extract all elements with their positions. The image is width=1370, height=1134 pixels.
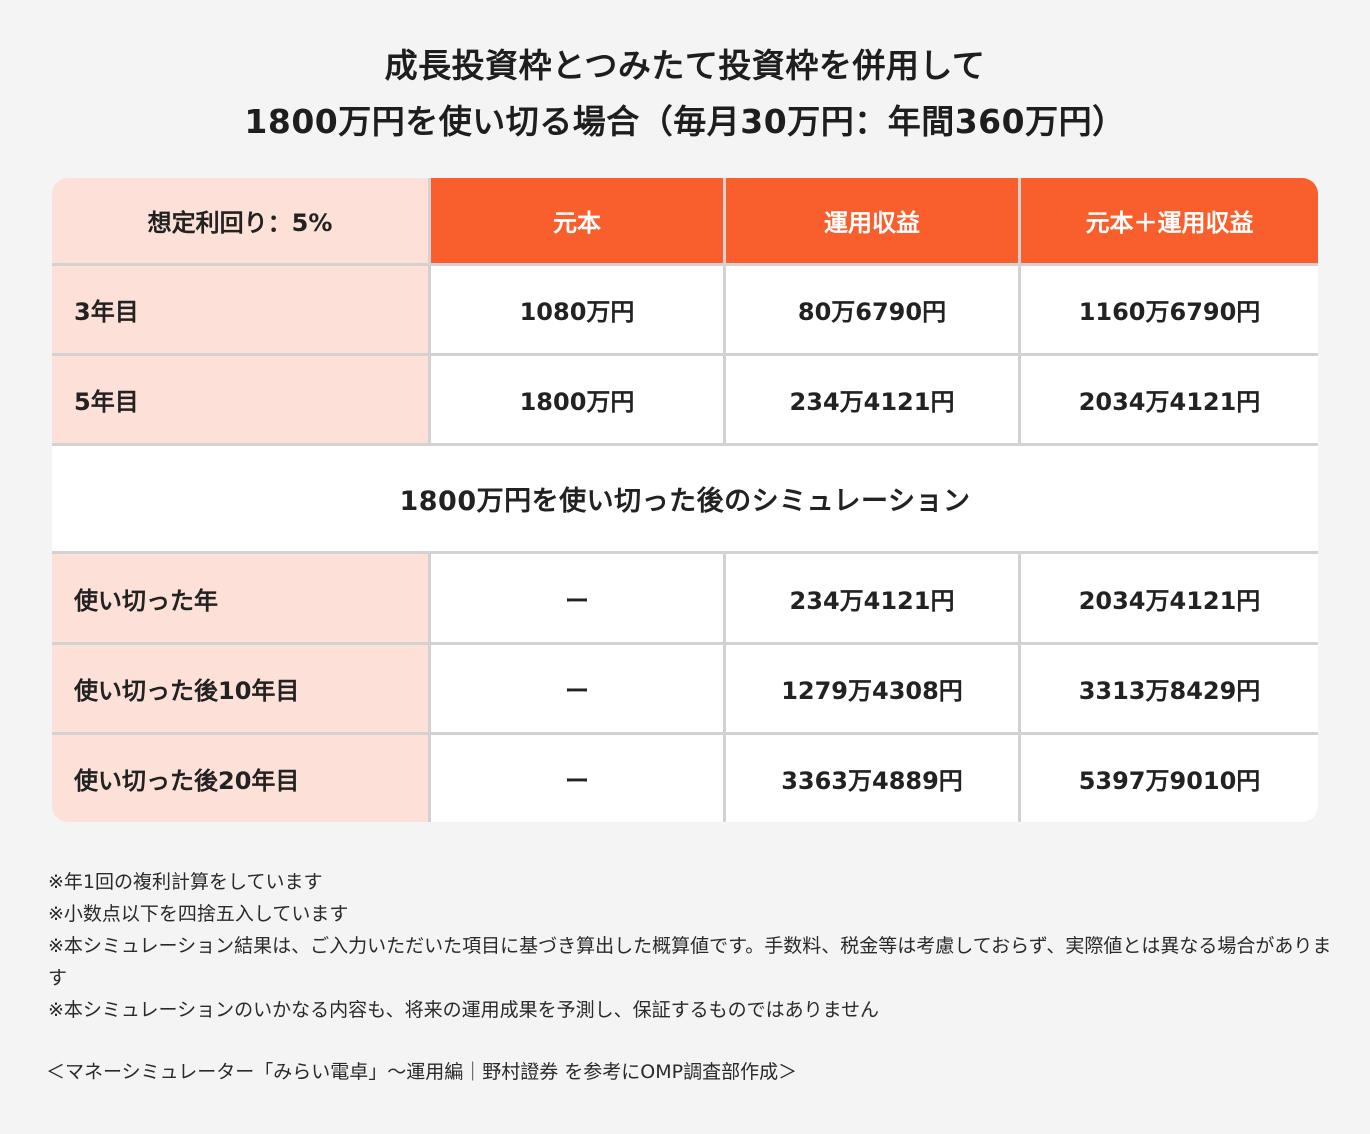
principal-value: ー (431, 554, 726, 642)
returns-value: 3363万4889円 (726, 735, 1021, 822)
row-label: 使い切った年 (52, 554, 431, 642)
divider (52, 353, 1318, 356)
footnote: ※本シミュレーションのいかなる内容も、将来の運用成果を予測し、保証するものではあ… (48, 999, 880, 1021)
divider (52, 551, 1318, 554)
table-row: 使い切った後10年目 ー 1279万4308円 3313万8429円 (52, 645, 1318, 732)
table-row: 5年目 1800万円 234万4121円 2034万4121円 (52, 356, 1318, 443)
returns-value: 234万4121円 (726, 554, 1021, 642)
header-assumed-yield: 想定利回り：5% (52, 178, 431, 263)
table-row: 使い切った年 ー 234万4121円 2034万4121円 (52, 554, 1318, 642)
principal-value: 1800万円 (431, 356, 726, 443)
title-line-1: 成長投資枠とつみたて投資枠を併用して (384, 46, 986, 85)
header-principal: 元本 (431, 178, 726, 263)
footnote: ※小数点以下を四捨五入しています (48, 903, 349, 925)
total-value: 2034万4121円 (1078, 388, 1261, 416)
title-line-2: 1800万円を使い切る場合（毎月30万円：年間360万円） (244, 102, 1126, 141)
principal-value: ー (431, 735, 726, 822)
footnotes: ※年1回の複利計算をしています ※小数点以下を四捨五入しています ※本シミュレー… (48, 866, 1338, 1026)
footnote: ※本シミュレーション結果は、ご入力いただいた項目に基づき算出した概算値です。手数… (48, 935, 1332, 989)
total-value: 2034万4121円 (1078, 586, 1261, 615)
page-title: 成長投資枠とつみたて投資枠を併用して 1800万円を使い切る場合（毎月30万円：… (0, 38, 1370, 150)
total-value: 3313万8429円 (1078, 677, 1261, 705)
returns-value: 1279万4308円 (726, 645, 1021, 732)
total-value: 1160万6790円 (1078, 298, 1261, 326)
row-label: 3年目 (52, 266, 431, 353)
total-value: 5397万9010円 (1078, 767, 1261, 795)
returns-value: 234万4121円 (726, 356, 1021, 443)
principal-value: ー (431, 645, 726, 732)
header-total: 元本＋運用収益 (1021, 178, 1318, 263)
row-label: 5年目 (52, 356, 431, 443)
header-returns: 運用収益 (726, 178, 1021, 263)
row-label: 使い切った後10年目 (52, 645, 431, 732)
divider (52, 642, 1318, 645)
table-row: 3年目 1080万円 80万6790円 1160万6790円 (52, 266, 1318, 353)
divider (52, 732, 1318, 735)
source-credit: ＜マネーシミュレーター「みらい電卓」～運用編｜野村證券 を参考にOMP調査部作成… (46, 1061, 798, 1083)
divider (52, 443, 1318, 446)
row-label: 使い切った後20年目 (52, 735, 431, 822)
footnote: ※年1回の複利計算をしています (48, 871, 323, 893)
section-title: 1800万円を使い切った後のシミュレーション (52, 446, 1318, 551)
table-header-row: 想定利回り：5% 元本 運用収益 元本＋運用収益 (52, 178, 1318, 263)
principal-value: 1080万円 (431, 266, 726, 353)
table-row: 使い切った後20年目 ー 3363万4889円 5397万9010円 (52, 735, 1318, 822)
simulation-table: 想定利回り：5% 元本 運用収益 元本＋運用収益 3年目 1080万円 80万6… (52, 178, 1318, 822)
divider (52, 263, 1318, 266)
returns-value: 80万6790円 (726, 266, 1021, 353)
